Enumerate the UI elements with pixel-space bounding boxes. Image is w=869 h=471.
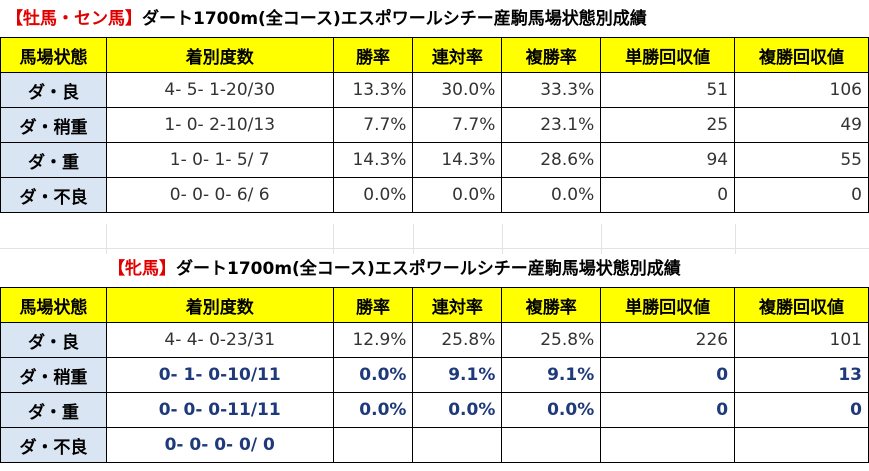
header-cell: 着別度数 (105, 287, 334, 323)
table-row: ダ・良 4- 5- 1-20/30 13.3% 30.0% 33.3% 51 1… (0, 72, 869, 108)
place-rate-cell: 9.1% (501, 357, 602, 393)
win-rate-cell: 12.9% (332, 322, 414, 358)
win-rate-cell: 0.0% (332, 177, 414, 213)
record-cell: 0- 0- 0- 6/ 6 (105, 177, 334, 213)
record-cell: 4- 5- 1-20/30 (105, 72, 334, 108)
place-return-cell: 101 (734, 322, 869, 358)
table1-title: 【牡馬・セン馬】ダート1700m(全コース)エスポワールシチー産駒馬場状態別成績 (6, 4, 647, 34)
table2-results: 馬場状態 着別度数 勝率 連対率 複勝率 単勝回収値 複勝回収値 ダ・良 4- … (0, 287, 869, 463)
record-cell: 4- 4- 0-23/31 (105, 322, 334, 358)
place-rate-cell: 25.8% (501, 322, 602, 358)
win-rate-cell: 13.3% (332, 72, 414, 108)
place-rate-cell: 33.3% (501, 72, 602, 108)
track-condition-cell: ダ・重 (0, 392, 107, 428)
table-row: ダ・稍重 0- 1- 0-10/11 0.0% 9.1% 9.1% 0 13 (0, 357, 869, 393)
spreadsheet-gap (0, 224, 869, 254)
table-row: ダ・重 1- 0- 1- 5/ 7 14.3% 14.3% 28.6% 94 5… (0, 142, 869, 178)
header-cell: 複勝率 (501, 287, 602, 323)
win-rate-cell: 0.0% (332, 392, 414, 428)
win-return-cell: 25 (600, 107, 736, 143)
header-cell: 馬場状態 (0, 287, 107, 323)
win-return-cell: 0 (600, 357, 736, 393)
header-cell: 着別度数 (105, 37, 334, 73)
table2-title-tag: 【牝馬】 (108, 259, 176, 279)
track-condition-cell: ダ・不良 (0, 427, 107, 463)
table2-title: 【牝馬】ダート1700m(全コース)エスポワールシチー産駒馬場状態別成績 (108, 254, 681, 284)
place-rate-cell (501, 427, 602, 463)
place-rate-cell: 23.1% (501, 107, 602, 143)
header-cell: 勝率 (332, 37, 414, 73)
record-cell: 0- 0- 0-11/11 (105, 392, 334, 428)
header-cell: 連対率 (412, 287, 503, 323)
track-condition-cell: ダ・稍重 (0, 357, 107, 393)
header-cell: 馬場状態 (0, 37, 107, 73)
record-cell: 1- 0- 2-10/13 (105, 107, 334, 143)
header-cell: 複勝回収値 (734, 37, 869, 73)
table-row: ダ・不良 0- 0- 0- 0/ 0 (0, 427, 869, 463)
table1-title-text: ダート1700m(全コース)エスポワールシチー産駒馬場状態別成績 (142, 9, 647, 29)
win-return-cell (600, 427, 736, 463)
table2-title-text: ダート1700m(全コース)エスポワールシチー産駒馬場状態別成績 (176, 259, 681, 279)
quinella-rate-cell: 0.0% (412, 392, 503, 428)
header-cell: 複勝回収値 (734, 287, 869, 323)
track-condition-cell: ダ・稍重 (0, 107, 107, 143)
table-header-row: 馬場状態 着別度数 勝率 連対率 複勝率 単勝回収値 複勝回収値 (0, 287, 869, 323)
table-row: ダ・不良 0- 0- 0- 6/ 6 0.0% 0.0% 0.0% 0 0 (0, 177, 869, 213)
record-cell: 0- 0- 0- 0/ 0 (105, 427, 334, 463)
track-condition-cell: ダ・不良 (0, 177, 107, 213)
win-rate-cell (332, 427, 414, 463)
header-cell: 複勝率 (501, 37, 602, 73)
header-cell: 連対率 (412, 37, 503, 73)
place-return-cell: 13 (734, 357, 869, 393)
win-rate-cell: 14.3% (332, 142, 414, 178)
record-cell: 1- 0- 1- 5/ 7 (105, 142, 334, 178)
quinella-rate-cell: 7.7% (412, 107, 503, 143)
table-row: ダ・重 0- 0- 0-11/11 0.0% 0.0% 0.0% 0 0 (0, 392, 869, 428)
win-return-cell: 0 (600, 392, 736, 428)
table1-results: 馬場状態 着別度数 勝率 連対率 複勝率 単勝回収値 複勝回収値 ダ・良 4- … (0, 37, 869, 213)
quinella-rate-cell: 25.8% (412, 322, 503, 358)
win-rate-cell: 0.0% (332, 357, 414, 393)
quinella-rate-cell: 0.0% (412, 177, 503, 213)
table-row: ダ・良 4- 4- 0-23/31 12.9% 25.8% 25.8% 226 … (0, 322, 869, 358)
win-return-cell: 226 (600, 322, 736, 358)
table1-title-tag: 【牡馬・セン馬】 (6, 9, 142, 29)
place-return-cell: 0 (734, 392, 869, 428)
place-rate-cell: 28.6% (501, 142, 602, 178)
record-cell: 0- 1- 0-10/11 (105, 357, 334, 393)
track-condition-cell: ダ・良 (0, 322, 107, 358)
header-cell: 単勝回収値 (600, 287, 736, 323)
header-cell: 勝率 (332, 287, 414, 323)
place-return-cell (734, 427, 869, 463)
quinella-rate-cell: 14.3% (412, 142, 503, 178)
quinella-rate-cell: 9.1% (412, 357, 503, 393)
header-cell: 単勝回収値 (600, 37, 736, 73)
win-rate-cell: 7.7% (332, 107, 414, 143)
win-return-cell: 51 (600, 72, 736, 108)
win-return-cell: 0 (600, 177, 736, 213)
quinella-rate-cell: 30.0% (412, 72, 503, 108)
win-return-cell: 94 (600, 142, 736, 178)
place-return-cell: 0 (734, 177, 869, 213)
place-return-cell: 106 (734, 72, 869, 108)
place-rate-cell: 0.0% (501, 392, 602, 428)
table-row: ダ・稍重 1- 0- 2-10/13 7.7% 7.7% 23.1% 25 49 (0, 107, 869, 143)
quinella-rate-cell (412, 427, 503, 463)
place-rate-cell: 0.0% (501, 177, 602, 213)
table-header-row: 馬場状態 着別度数 勝率 連対率 複勝率 単勝回収値 複勝回収値 (0, 37, 869, 73)
place-return-cell: 55 (734, 142, 869, 178)
track-condition-cell: ダ・重 (0, 142, 107, 178)
track-condition-cell: ダ・良 (0, 72, 107, 108)
place-return-cell: 49 (734, 107, 869, 143)
